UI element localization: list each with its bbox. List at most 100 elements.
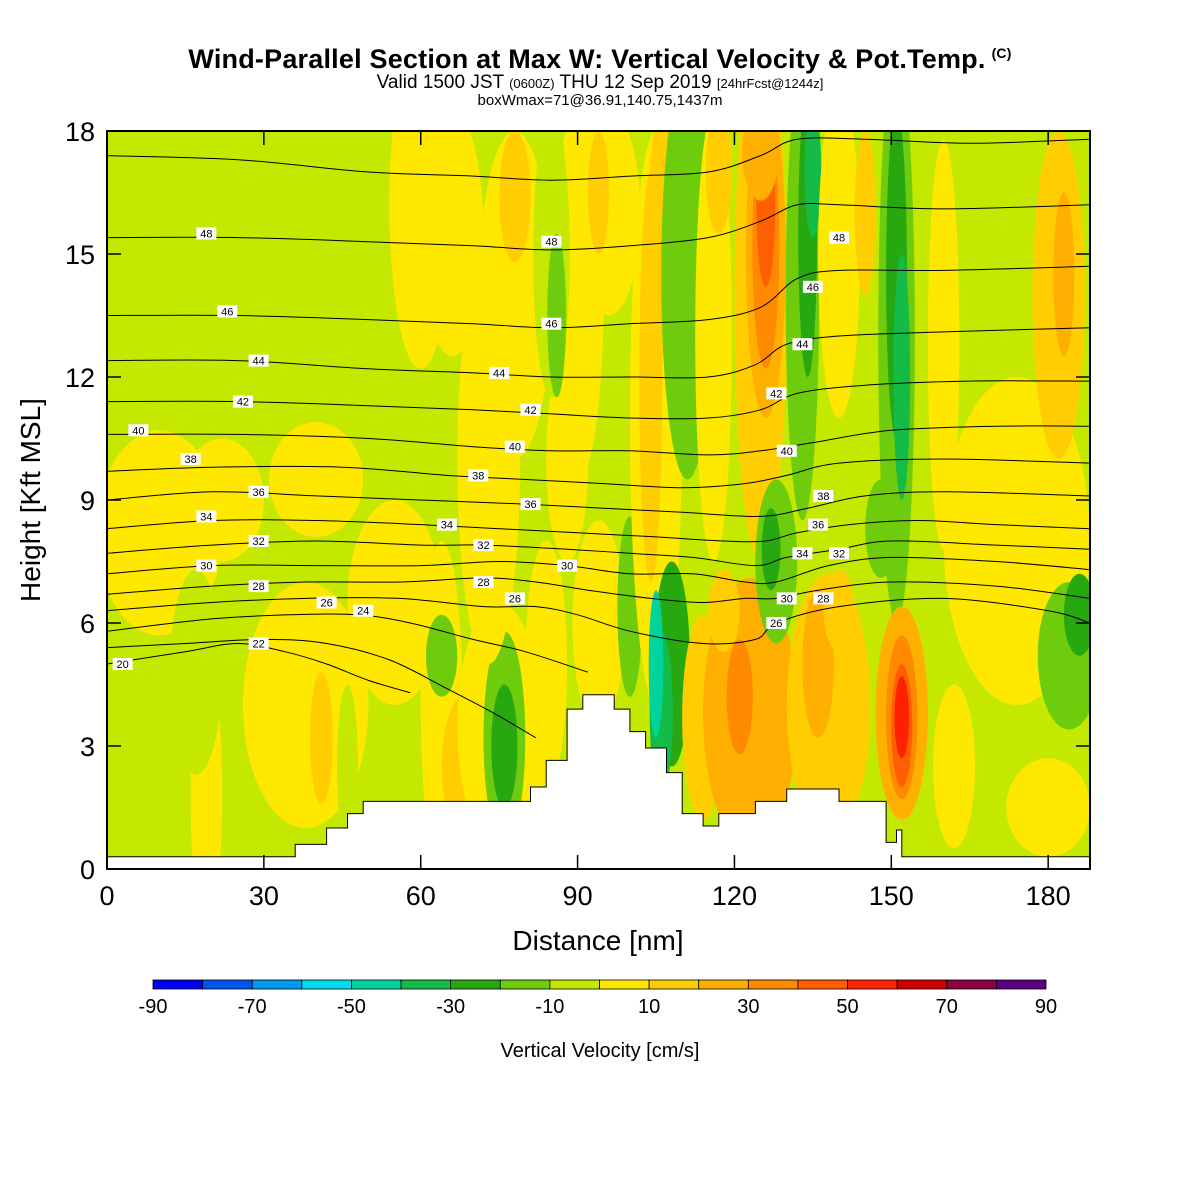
colorbar-swatch (549, 979, 600, 990)
contour-label-bg (180, 453, 201, 465)
contour-label-text: 42 (237, 397, 249, 409)
colorbar-swatch (896, 979, 948, 990)
contour-label-text: 26 (770, 618, 782, 630)
contour-label: 40 (128, 424, 149, 437)
contour-label-text: 30 (781, 593, 793, 605)
y-tick-label: 6 (80, 609, 95, 639)
contour-label-bg (473, 539, 494, 552)
contour-labels: 20 22 24 26 26 26 28 28 28 30 30 30 32 32 32 34 34 34 36 36… (112, 227, 850, 671)
colorbar-tick-label: -50 (337, 996, 366, 1018)
colorbar-label: Vertical Velocity [cm/s] (501, 1040, 700, 1062)
velocity-cell (491, 684, 518, 808)
contour-label-bg (436, 518, 457, 531)
contour-label-text: 22 (253, 639, 265, 651)
colorbar-swatch (995, 979, 1047, 990)
contour-label-text: 20 (117, 659, 129, 671)
x-tick-label: 120 (712, 881, 757, 911)
contour-label-text: 30 (200, 561, 212, 573)
velocity-cell (648, 590, 664, 738)
colorbar-tick-label: 90 (1035, 996, 1057, 1018)
contour-label: 46 (217, 305, 238, 318)
contour-label-text: 44 (796, 339, 808, 351)
contour-label: 26 (766, 617, 787, 630)
x-tick-label: 90 (563, 881, 593, 911)
colorbar-tick-label: 50 (836, 996, 858, 1018)
x-tick-label: 60 (406, 881, 436, 911)
velocity-cell (420, 131, 484, 357)
velocity-cell (761, 508, 781, 591)
colorbar-swatch (648, 979, 700, 990)
contour-label-text: 40 (781, 446, 793, 458)
theta-contour (107, 327, 1090, 379)
velocity-cell (499, 131, 531, 263)
theta-contour (107, 265, 1090, 329)
theta-contour (107, 540, 1090, 567)
contour-label-text: 28 (817, 593, 829, 605)
colorbar-tick-label: -90 (139, 996, 168, 1018)
contour-label-text: 38 (472, 470, 484, 482)
chart-title: Wind-Parallel Section at Max W: Vertical… (0, 44, 1200, 75)
velocity-cell (823, 569, 855, 652)
contour-label-text: 46 (221, 306, 233, 318)
contour-label-bg (829, 547, 850, 560)
theta-contour (107, 202, 1090, 251)
contour-label-bg (766, 387, 787, 400)
contour-label: 26 (504, 592, 525, 605)
x-tick-label: 0 (99, 881, 114, 911)
contour-label-bg (473, 576, 494, 588)
valid-time-line: Valid 1500 JST (0600Z) THU 12 Sep 2019 [… (0, 72, 1200, 94)
contour-label-bg (766, 617, 787, 629)
valid-date: THU 12 Sep 2019 (559, 72, 712, 93)
y-tick-label: 3 (80, 732, 95, 762)
contour-label-bg (541, 317, 562, 330)
colorbar-swatch (351, 979, 402, 990)
velocity-cell (242, 582, 369, 828)
contour-label-bg (128, 424, 149, 437)
contour-label-text: 46 (545, 319, 557, 331)
contour-label-bg (813, 489, 834, 502)
contour-label-bg (504, 440, 525, 453)
contour-label-text: 40 (132, 425, 144, 437)
colorbar-swatch (152, 979, 204, 990)
velocity-cell (1006, 758, 1090, 857)
velocity-cell (577, 131, 641, 316)
velocity-cell (742, 131, 779, 201)
contour-label: 44 (248, 354, 269, 368)
velocity-cell (1053, 192, 1075, 357)
colorbar-tick-label: 10 (638, 996, 660, 1018)
contour-label: 20 (112, 658, 133, 671)
theta-contour (107, 597, 1090, 645)
contour-label: 28 (248, 580, 269, 593)
contour-label-bg (248, 354, 269, 367)
contour-label-text: 32 (253, 536, 265, 548)
colorbar-tick-label: 30 (737, 996, 759, 1018)
contour-label-text: 34 (796, 548, 808, 560)
contour-label-text: 28 (477, 577, 489, 589)
velocity-cell (933, 684, 975, 849)
contour-label-bg (829, 231, 850, 244)
contour-label-bg (776, 592, 797, 605)
contour-label-bg (248, 485, 269, 498)
colorbar-swatch (698, 979, 749, 990)
contour-label: 26 (316, 596, 337, 610)
theta-contour (107, 642, 411, 694)
velocity-cell (269, 422, 364, 537)
velocity-cell (1063, 573, 1090, 656)
contour-label-bg (792, 547, 813, 560)
contour-label: 42 (232, 395, 253, 409)
velocity-cell (425, 614, 458, 697)
velocity-cell (893, 254, 911, 500)
y-tick-label: 9 (80, 486, 95, 516)
contour-label-bg (468, 469, 489, 482)
contour-label: 48 (541, 235, 562, 249)
velocity-cell (180, 438, 264, 562)
colorbar-swatch (202, 979, 253, 990)
contour-label-bg (217, 305, 238, 318)
contour-label-text: 48 (545, 237, 557, 249)
x-tick-label: 150 (869, 881, 914, 911)
theta-contour (107, 519, 1090, 543)
contour-label-bg (248, 580, 269, 593)
contour-label: 34 (196, 510, 217, 523)
contour-label: 34 (792, 547, 813, 560)
